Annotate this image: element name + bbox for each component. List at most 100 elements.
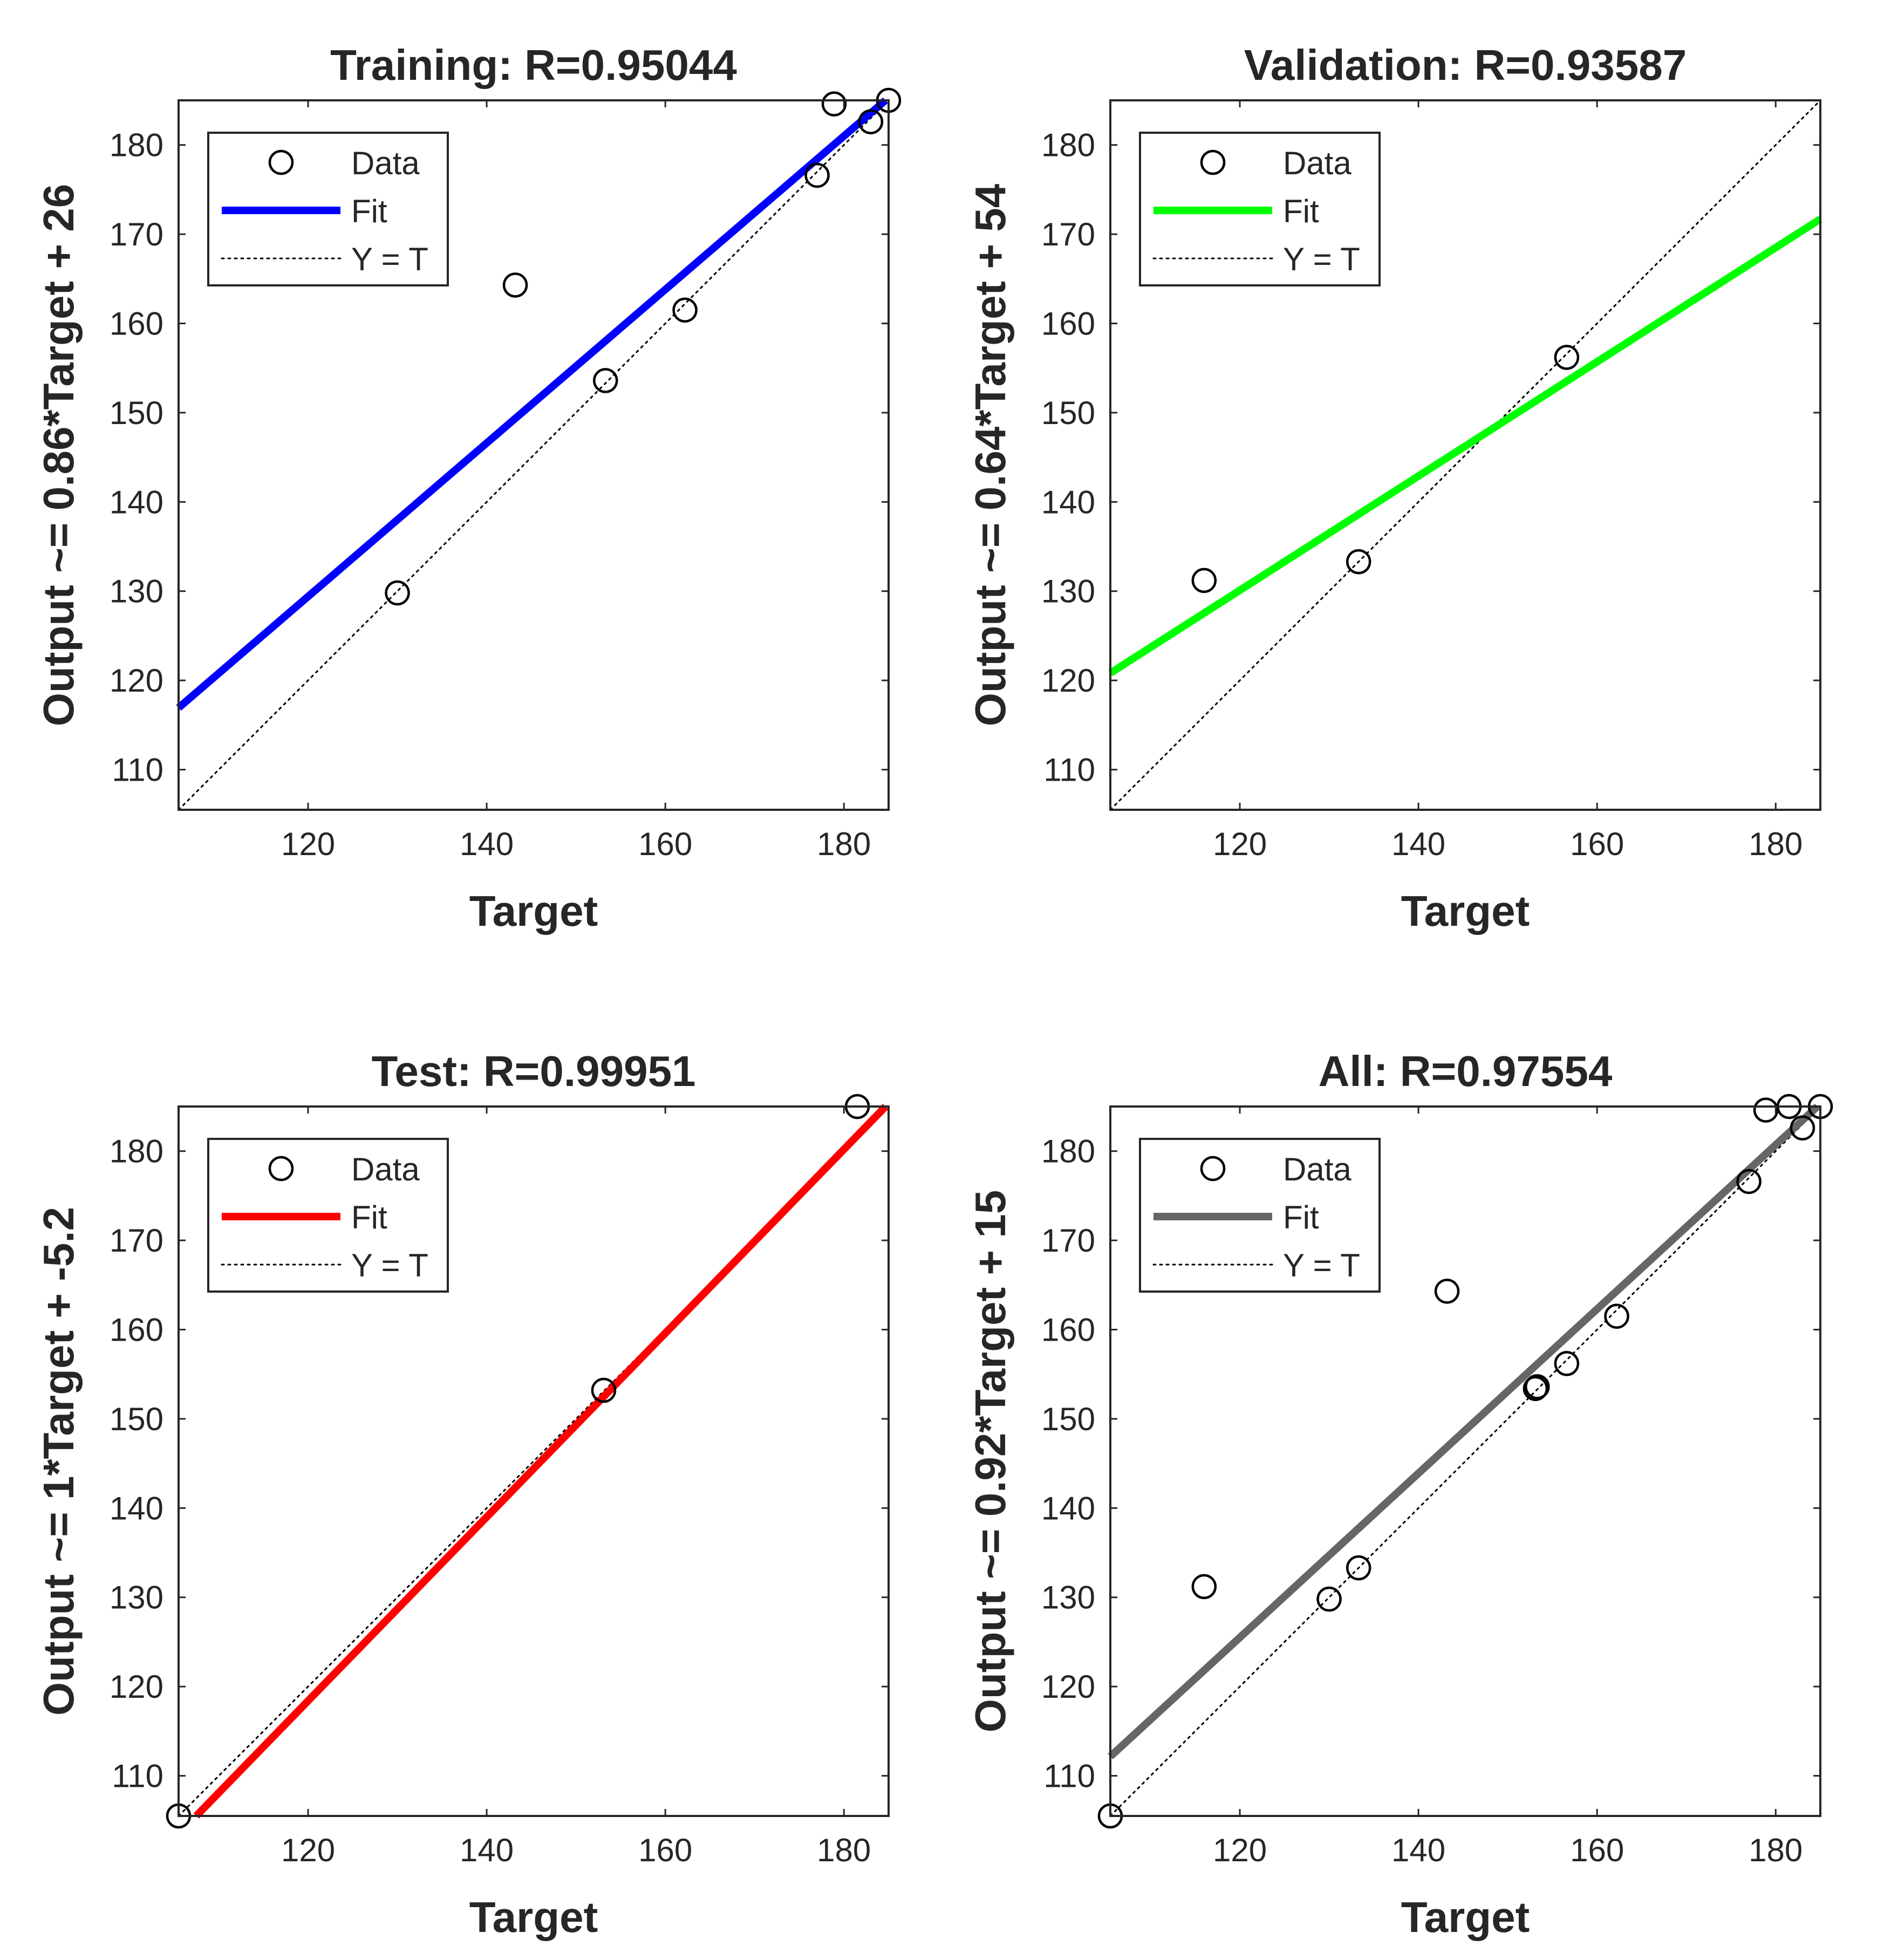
y-tick-label: 120 — [1041, 1669, 1095, 1705]
fit-line — [176, 97, 888, 711]
panel-2: 120 140 160 180 110 120 130 140 150 160 170 180 Vali… — [966, 41, 1822, 935]
data-point — [804, 162, 830, 188]
x-tick-label: 180 — [817, 826, 871, 862]
y-tick-label: 150 — [110, 1401, 163, 1437]
data-point — [1434, 1279, 1460, 1304]
y-tick-label: 160 — [1041, 306, 1095, 342]
x-tick-label: 160 — [1570, 1832, 1624, 1868]
fit-line — [193, 1104, 889, 1819]
x-tick-label: 140 — [460, 1832, 514, 1868]
y-axis-label: Output ~= 0.86*Target + 26 — [35, 184, 83, 727]
legend-data-marker — [1200, 1156, 1226, 1182]
x-axis-label: Target — [469, 887, 598, 935]
data-point — [1523, 1376, 1548, 1401]
chart-title: Validation: R=0.93587 — [1244, 41, 1687, 89]
y-tick-label: 170 — [1041, 1223, 1095, 1259]
y-tick-label: 130 — [1041, 573, 1095, 610]
x-tick-label: 160 — [1570, 826, 1624, 862]
chart-title: Test: R=0.99951 — [371, 1047, 695, 1095]
data-point — [385, 580, 410, 606]
data-point — [1554, 1351, 1580, 1376]
legend-data-label: Data — [351, 145, 420, 181]
fit-line — [1108, 1103, 1820, 1759]
y-tick-label: 160 — [1041, 1312, 1095, 1348]
y-axis-label: Output ~= 1*Target + -5.2 — [35, 1207, 83, 1716]
data-point — [1525, 1374, 1550, 1399]
x-tick-label: 180 — [817, 1832, 871, 1868]
chart-title: Training: R=0.95044 — [330, 41, 737, 89]
data-point — [593, 368, 618, 393]
y-tick-label: 140 — [110, 1490, 163, 1526]
y-tick-label: 130 — [1041, 1580, 1095, 1616]
legend-fit-label: Fit — [351, 193, 387, 229]
data-point — [1790, 1115, 1815, 1141]
legend-identity-label: Y = T — [351, 1247, 428, 1283]
y-tick-label: 180 — [1041, 1133, 1095, 1170]
identity-line — [1109, 99, 1821, 811]
legend: Data Fit Y = T — [207, 132, 449, 286]
legend-data-label: Data — [1283, 1151, 1351, 1187]
x-tick-label: 120 — [1213, 826, 1267, 862]
data-point — [1191, 1574, 1217, 1600]
identity-line — [1109, 1105, 1821, 1817]
panel-3: 120 140 160 180 110 120 130 140 150 160 170 180 Test… — [35, 1047, 890, 1941]
data-point — [1554, 345, 1580, 370]
y-tick-label: 180 — [110, 127, 163, 163]
y-tick-label: 120 — [1041, 663, 1095, 699]
data-point — [1604, 1303, 1629, 1329]
legend-identity-label: Y = T — [351, 241, 428, 277]
chart-title: All: R=0.97554 — [1319, 1047, 1613, 1095]
y-axis-label: Output ~= 0.64*Target + 54 — [966, 183, 1014, 726]
y-tick-label: 130 — [110, 1580, 163, 1616]
legend: Data Fit Y = T — [1139, 1138, 1381, 1293]
x-tick-label: 140 — [1391, 1832, 1445, 1868]
legend-data-label: Data — [351, 1151, 420, 1187]
data-point — [1346, 549, 1371, 575]
x-tick-label: 160 — [638, 826, 692, 862]
y-tick-label: 140 — [1041, 484, 1095, 520]
y-tick-label: 120 — [110, 1669, 163, 1705]
x-tick-label: 140 — [460, 826, 514, 862]
legend: Data Fit Y = T — [207, 1138, 449, 1293]
x-tick-label: 180 — [1749, 826, 1803, 862]
identity-line — [178, 99, 890, 811]
y-tick-label: 180 — [1041, 127, 1095, 163]
data-point — [1736, 1169, 1762, 1194]
y-tick-label: 170 — [110, 216, 163, 252]
data-point — [858, 109, 884, 134]
data-point — [591, 1377, 617, 1403]
y-tick-label: 130 — [110, 573, 163, 610]
y-tick-label: 110 — [112, 1758, 163, 1794]
data-point — [1191, 568, 1217, 593]
x-tick-label: 120 — [1213, 1832, 1267, 1868]
data-point — [502, 272, 528, 298]
axes-box — [178, 1105, 890, 1817]
y-tick-label: 150 — [1041, 395, 1095, 431]
data-point — [1316, 1586, 1342, 1612]
x-axis-label: Target — [1401, 1893, 1530, 1941]
legend: Data Fit Y = T — [1139, 132, 1381, 286]
y-tick-label: 170 — [1041, 216, 1095, 252]
x-axis-label: Target — [1401, 887, 1530, 935]
legend-fit-label: Fit — [351, 1199, 387, 1235]
x-tick-label: 120 — [281, 826, 335, 862]
legend-data-label: Data — [1283, 145, 1351, 181]
legend-data-marker — [268, 149, 294, 175]
data-point — [672, 297, 698, 323]
legend-fit-label: Fit — [1283, 1199, 1319, 1235]
y-tick-label: 150 — [110, 395, 163, 431]
data-point — [1346, 1555, 1371, 1581]
y-tick-label: 110 — [112, 752, 163, 788]
y-tick-label: 160 — [110, 1312, 163, 1348]
legend-identity-label: Y = T — [1283, 241, 1360, 277]
y-tick-label: 160 — [110, 306, 163, 342]
y-tick-label: 170 — [110, 1223, 163, 1259]
axes-box — [1109, 99, 1821, 811]
y-tick-label: 110 — [1043, 1758, 1095, 1794]
panel-4: 120 140 160 180 110 120 130 140 150 160 170 180 All:… — [966, 1047, 1833, 1941]
axes-box — [178, 99, 890, 811]
legend-identity-label: Y = T — [1283, 1247, 1360, 1283]
data-point — [821, 91, 847, 117]
legend-data-marker — [1200, 149, 1226, 175]
